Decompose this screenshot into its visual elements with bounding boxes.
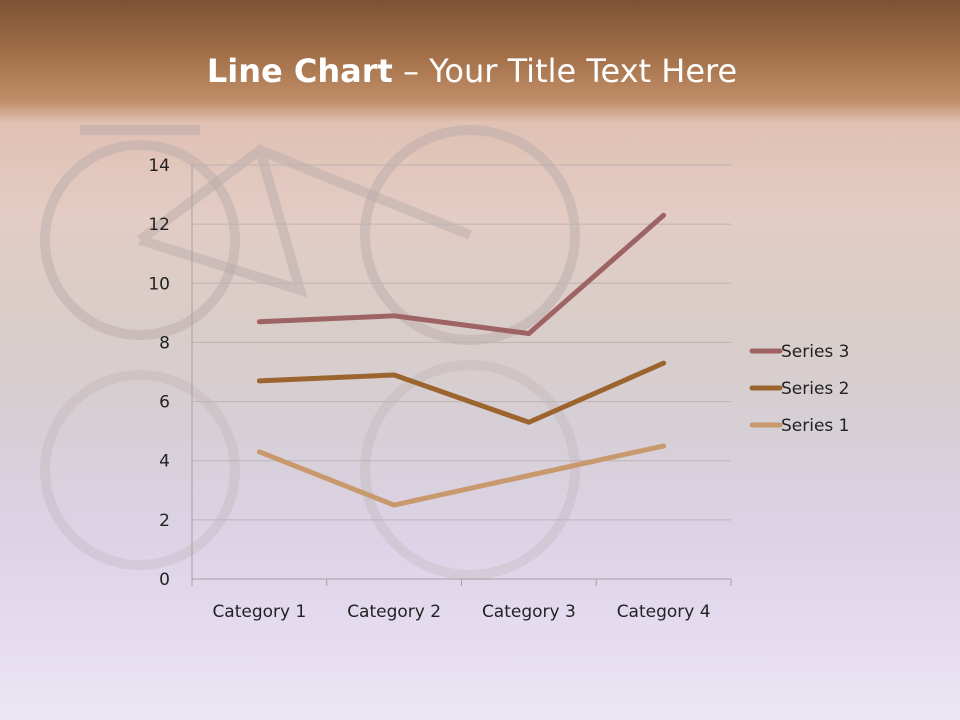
y-tick-label: 14	[148, 156, 170, 176]
y-tick-label: 0	[159, 570, 170, 590]
y-tick-label: 12	[148, 215, 170, 235]
legend-label: Series 2	[781, 379, 850, 399]
x-tick-label: Category 2	[347, 602, 441, 622]
series-line-2	[256, 360, 667, 425]
legend-label: Series 1	[781, 416, 850, 436]
series-line-1	[256, 443, 667, 508]
y-tick-label: 10	[148, 274, 170, 294]
x-tick-label: Category 3	[482, 602, 576, 622]
title-bold: Line Chart	[206, 52, 393, 90]
y-tick-label: 2	[159, 511, 170, 531]
y-tick-label: 6	[159, 393, 170, 413]
y-tick-label: 4	[159, 452, 170, 472]
x-tick-label: Category 4	[617, 602, 711, 622]
x-tick-label: Category 1	[212, 602, 306, 622]
series-line-3	[256, 212, 667, 337]
title-rest: – Your Title Text Here	[392, 52, 738, 90]
slide-title: Line Chart – Your Title Text Here	[0, 52, 944, 90]
legend-label: Series 3	[781, 342, 850, 362]
y-tick-label: 8	[159, 333, 170, 353]
